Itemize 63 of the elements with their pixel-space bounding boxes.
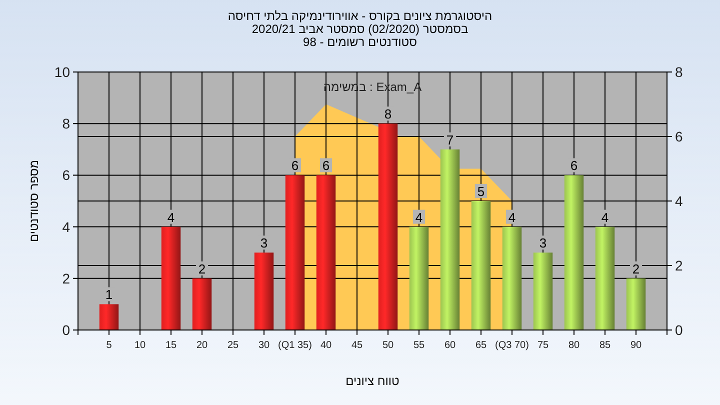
x-tick-label: 85 bbox=[599, 340, 611, 351]
y-tick-label: 10 bbox=[54, 64, 70, 80]
x-tick-label: 10 bbox=[134, 340, 146, 351]
x-tick-label: 30 bbox=[258, 340, 270, 351]
x-tick-label: 60 bbox=[444, 340, 456, 351]
bar bbox=[595, 226, 615, 330]
y-tick-label: 8 bbox=[62, 116, 70, 132]
data-label: 4 bbox=[601, 210, 609, 225]
y2-tick-label: 8 bbox=[675, 64, 683, 80]
data-label: 6 bbox=[570, 158, 578, 174]
x-tick-label: 5 bbox=[106, 340, 112, 351]
x-tick-label: 55 bbox=[413, 340, 425, 351]
y2-tick-label: 0 bbox=[675, 322, 683, 338]
data-label: 8 bbox=[384, 106, 392, 122]
y2-tick-label: 4 bbox=[675, 193, 683, 209]
bar bbox=[564, 175, 584, 330]
bar bbox=[99, 304, 119, 330]
bar bbox=[285, 175, 305, 330]
data-label: 1 bbox=[105, 287, 113, 302]
x-tick-label: 50 bbox=[382, 340, 394, 351]
y-tick-label: 4 bbox=[62, 218, 70, 235]
x-axis-title: טווח ציונים bbox=[346, 374, 400, 388]
data-label: 6 bbox=[291, 158, 299, 174]
x-tick-label: 20 bbox=[196, 340, 208, 351]
bar bbox=[316, 175, 336, 330]
data-label: 5 bbox=[477, 184, 485, 199]
data-label: 3 bbox=[260, 236, 268, 251]
bar bbox=[192, 278, 212, 330]
x-tick-label: (Q3 70) bbox=[495, 340, 529, 351]
bar bbox=[378, 124, 398, 330]
bar bbox=[254, 252, 274, 330]
x-tick-label: 45 bbox=[351, 340, 363, 351]
bar bbox=[161, 226, 181, 330]
y2-tick-label: 2 bbox=[675, 258, 683, 274]
x-tick-label: (Q1 35) bbox=[278, 340, 312, 351]
x-tick-label: 25 bbox=[227, 340, 239, 351]
data-label: 2 bbox=[198, 261, 206, 276]
chart-subtitle: בסמסטר (02/2020) סמסטר אביב 2020/21 סטודנטים רשומים - 98 bbox=[252, 22, 468, 49]
y-tick-label: 6 bbox=[62, 167, 70, 184]
x-tick-label: 75 bbox=[537, 340, 549, 351]
y-tick-label: 2 bbox=[62, 270, 70, 286]
bar bbox=[471, 201, 491, 330]
chart-title: היסטוגרמת ציונים בקורס - אווירודינמיקה בלתי דחיסה bbox=[228, 9, 492, 23]
x-tick-label: 90 bbox=[630, 340, 642, 351]
bar bbox=[533, 252, 553, 330]
data-label: 3 bbox=[539, 236, 547, 251]
x-tick-label: 65 bbox=[475, 340, 487, 351]
bar bbox=[626, 278, 646, 330]
data-label: 4 bbox=[508, 210, 516, 225]
bar bbox=[440, 149, 460, 330]
x-tick-label: 15 bbox=[165, 340, 177, 351]
data-label: 7 bbox=[446, 132, 454, 148]
y-axis-title: מספר סטודנטים bbox=[27, 160, 41, 242]
y2-tick-label: 6 bbox=[675, 128, 683, 144]
y-tick-label: 0 bbox=[62, 322, 70, 338]
bar bbox=[502, 226, 522, 330]
bar bbox=[409, 226, 429, 330]
data-label: 4 bbox=[167, 210, 175, 225]
x-tick-label: 80 bbox=[568, 340, 580, 351]
data-label: 4 bbox=[415, 210, 423, 225]
data-label: 6 bbox=[322, 158, 330, 174]
data-label: 2 bbox=[632, 261, 640, 276]
x-tick-label: 40 bbox=[320, 340, 332, 351]
